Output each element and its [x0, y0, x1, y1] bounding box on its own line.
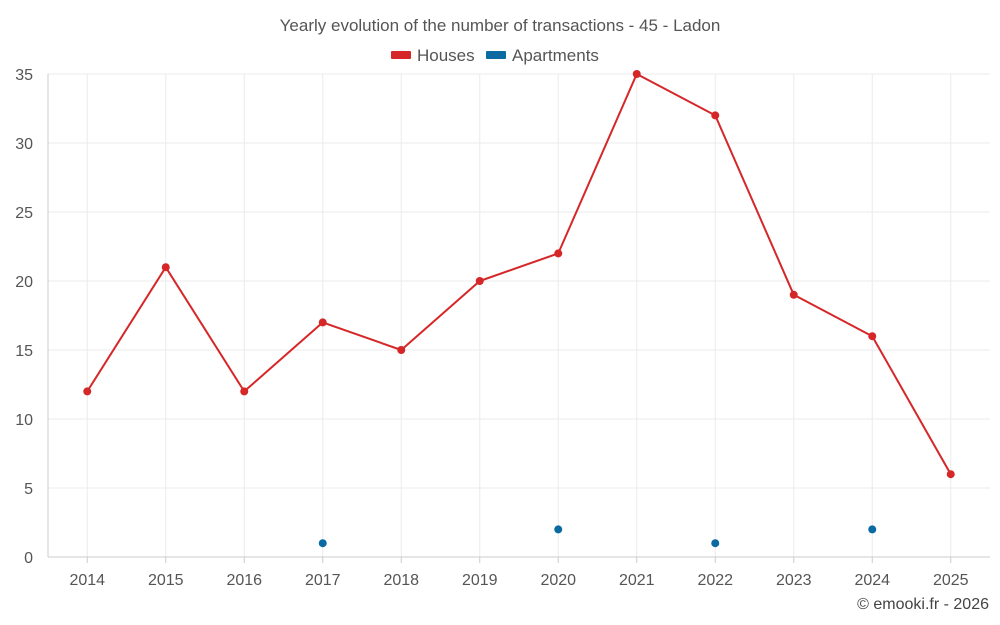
data-point-houses-2019[interactable] — [475, 277, 484, 285]
series-line-houses — [86, 73, 952, 475]
x-tick-label: 2014 — [69, 572, 105, 589]
x-tick-label: 2018 — [383, 572, 419, 589]
legend-swatch-houses — [391, 51, 411, 59]
data-point-apartments-2024[interactable] — [868, 525, 877, 534]
x-tick-label: 2015 — [148, 572, 184, 589]
data-point-apartments-2017[interactable] — [318, 539, 327, 548]
legend-swatch-apartments — [486, 51, 506, 59]
legend-item-houses[interactable]: Houses — [391, 46, 475, 65]
x-tick-label: 2016 — [226, 572, 262, 589]
y-tick-label: 0 — [24, 550, 33, 567]
legend-label-houses: Houses — [417, 46, 475, 65]
y-tick-label: 5 — [24, 481, 33, 498]
data-point-houses-2021[interactable] — [632, 70, 641, 78]
series — [83, 70, 955, 548]
y-tick-label: 25 — [15, 205, 33, 222]
x-tick-label: 2023 — [776, 572, 812, 589]
data-point-apartments-2020[interactable] — [554, 525, 563, 534]
chart-title: Yearly evolution of the number of transa… — [280, 16, 721, 35]
series-apartments — [318, 525, 877, 548]
x-tick-label: 2025 — [933, 572, 969, 589]
data-point-houses-2023[interactable] — [789, 290, 798, 299]
data-point-houses-2022[interactable] — [711, 111, 720, 120]
legend: Houses Apartments — [391, 46, 599, 65]
x-tick-label: 2017 — [305, 572, 341, 589]
series-houses — [83, 70, 955, 479]
data-point-houses-2016[interactable] — [240, 387, 249, 396]
y-tick-label: 15 — [15, 343, 33, 360]
y-tick-label: 10 — [15, 412, 33, 429]
legend-label-apartments: Apartments — [512, 46, 599, 65]
y-tick-label: 35 — [15, 67, 33, 84]
y-tick-label: 30 — [15, 136, 33, 153]
data-point-houses-2017[interactable] — [318, 318, 327, 327]
credit-text: © emooki.fr - 2026 — [857, 596, 989, 613]
data-point-houses-2025[interactable] — [946, 470, 955, 479]
x-tick-label: 2019 — [462, 572, 498, 589]
data-point-apartments-2022[interactable] — [711, 539, 720, 548]
data-point-houses-2015[interactable] — [161, 263, 170, 272]
grid — [48, 73, 990, 557]
data-point-houses-2014[interactable] — [83, 387, 92, 396]
data-point-houses-2024[interactable] — [868, 332, 877, 341]
legend-item-apartments[interactable]: Apartments — [486, 46, 599, 65]
y-tick-label: 20 — [15, 274, 33, 291]
x-tick-label: 2022 — [697, 572, 733, 589]
x-tick-label: 2024 — [854, 572, 890, 589]
data-point-houses-2020[interactable] — [554, 249, 563, 258]
data-point-houses-2018[interactable] — [397, 346, 406, 354]
x-tick-label: 2020 — [540, 572, 576, 589]
x-tick-label: 2021 — [619, 572, 655, 589]
